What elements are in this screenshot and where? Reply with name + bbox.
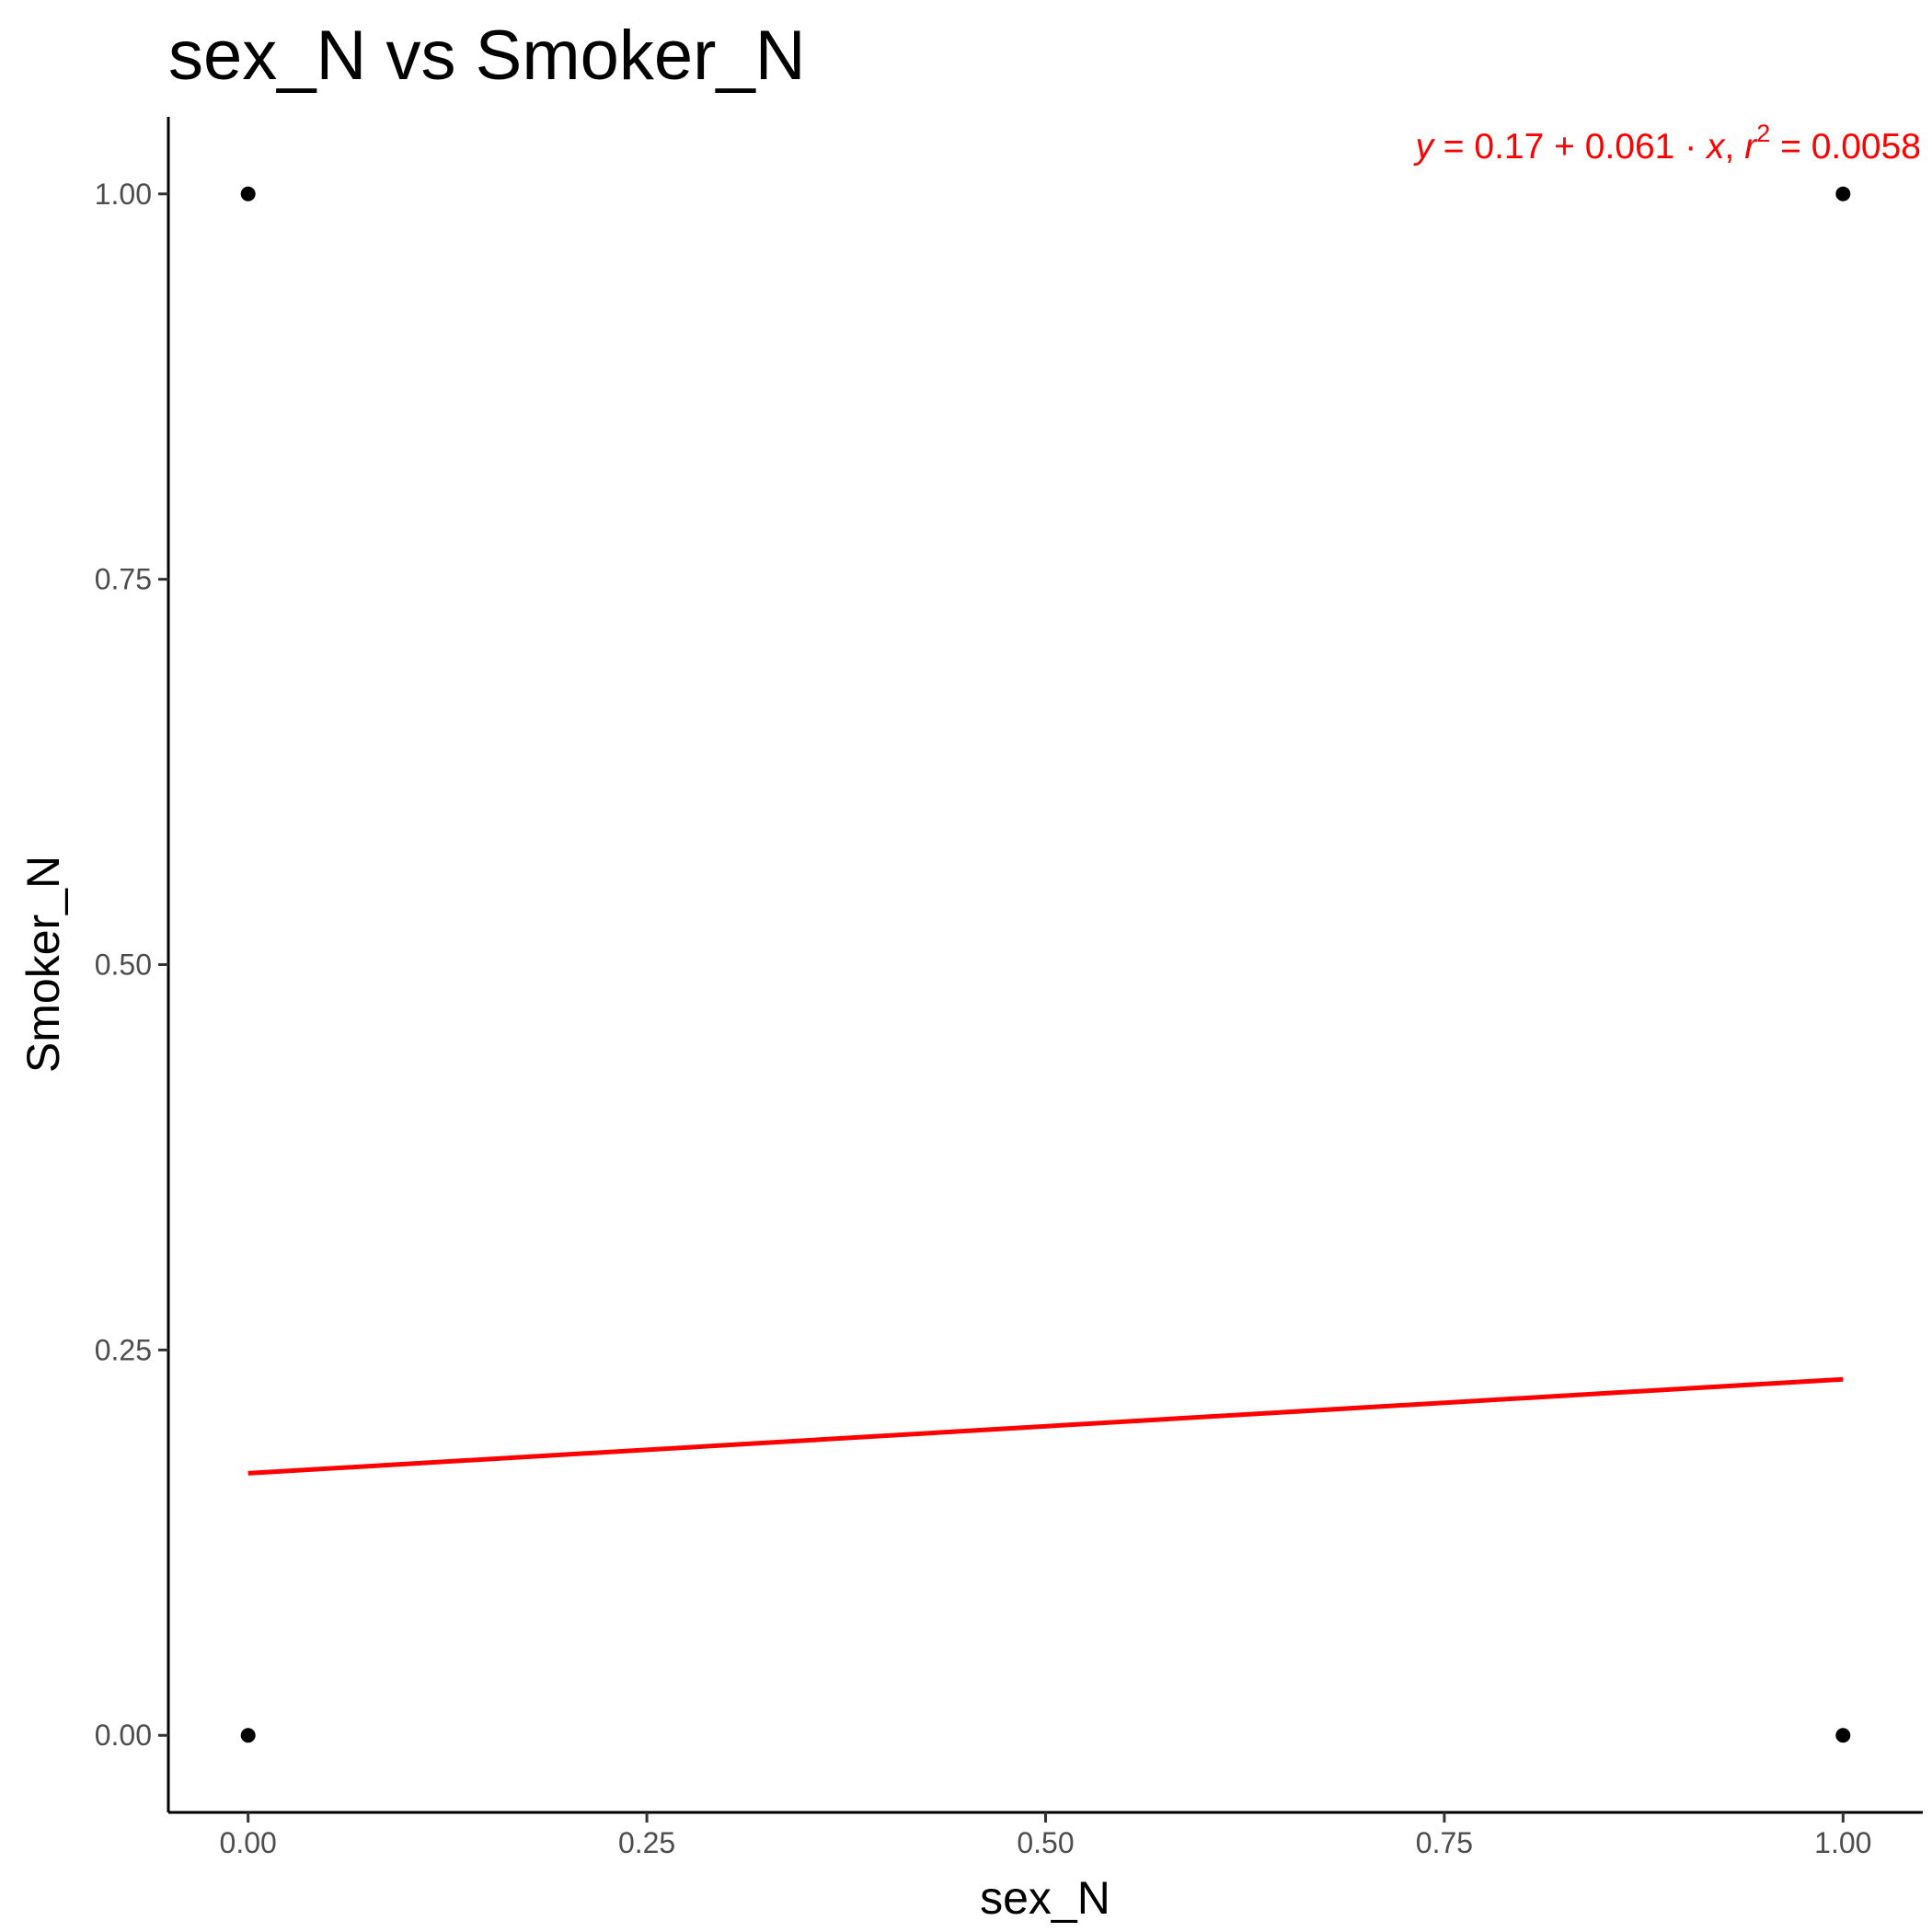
equation-separator: , — [1725, 127, 1745, 167]
chart-title: sex_N vs Smoker_N — [168, 17, 806, 95]
equation-dot: · — [1674, 127, 1707, 167]
regression-equation: y = 0.17 + 0.061 · x, r2 = 0.0058 — [1412, 120, 1921, 167]
x-tick-label: 0.75 — [1416, 1826, 1473, 1859]
y-tick-label: 0.50 — [95, 949, 152, 982]
equation-slope: 0.061 — [1585, 127, 1675, 167]
equation-r2-value: 0.0058 — [1811, 127, 1921, 167]
x-axis-ticks: 0.00 0.25 0.50 0.75 1.00 — [220, 1812, 1871, 1859]
regression-line-group — [247, 1376, 1844, 1476]
y-tick-label: 1.00 — [95, 178, 152, 211]
equation-x-var: x — [1705, 127, 1726, 167]
x-tick-label: 0.25 — [618, 1826, 675, 1859]
equation-y-var: y — [1412, 127, 1435, 167]
equation-intercept: 0.17 — [1474, 127, 1544, 167]
y-tick-label: 0.25 — [95, 1333, 152, 1366]
y-axis-ticks: 0.00 0.25 0.50 0.75 1.00 — [95, 178, 168, 1752]
equation-equals: = — [1433, 127, 1474, 167]
equation-r-equals: = — [1770, 127, 1811, 167]
x-tick-label: 0.50 — [1017, 1826, 1074, 1859]
data-point — [240, 1728, 256, 1743]
x-axis-title: sex_N — [980, 1872, 1110, 1924]
y-tick-label: 0.00 — [95, 1719, 152, 1752]
equation-r-exponent: 2 — [1756, 120, 1770, 147]
y-tick-label: 0.75 — [95, 563, 152, 596]
data-point — [1835, 1728, 1851, 1743]
regression-line — [247, 1376, 1844, 1476]
equation-plus: + — [1544, 127, 1584, 167]
y-axis-title: Smoker_N — [17, 856, 69, 1073]
data-points — [240, 186, 1851, 1743]
data-point — [1835, 186, 1851, 201]
x-tick-label: 1.00 — [1814, 1826, 1871, 1859]
equation-r-var: r — [1744, 127, 1758, 167]
x-tick-label: 0.00 — [220, 1826, 277, 1859]
data-point — [240, 186, 256, 201]
